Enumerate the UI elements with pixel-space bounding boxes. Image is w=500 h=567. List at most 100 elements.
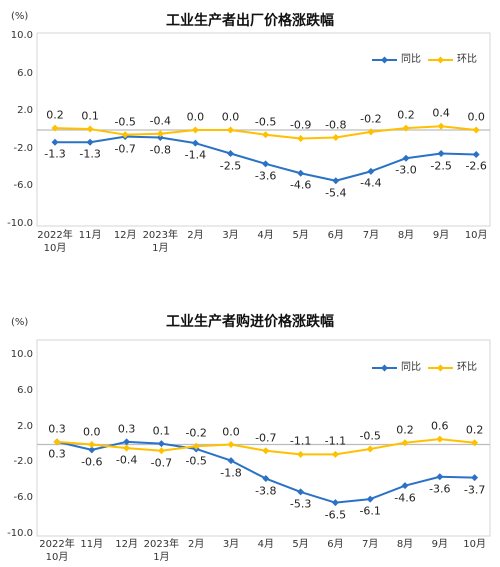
- x-tick-label: 2月: [187, 230, 204, 241]
- yoy-data-label: -1.3: [79, 147, 101, 161]
- yoy-point: [472, 150, 480, 158]
- mom-point: [297, 134, 305, 142]
- legend-yoy-marker: [381, 364, 388, 372]
- mom-data-label: -0.7: [150, 456, 173, 470]
- mom-point: [262, 131, 270, 139]
- mom-data-label: 0.0: [83, 425, 101, 438]
- mom-data-label: -0.5: [114, 115, 136, 129]
- mom-data-label: -0.4: [115, 453, 138, 467]
- mom-data-label: -0.2: [360, 112, 382, 126]
- mom-point: [51, 124, 59, 132]
- x-tick-label: 6月: [327, 230, 344, 241]
- x-tick-label: 11月: [78, 230, 102, 241]
- y-tick-label: 6.0: [17, 67, 33, 79]
- yoy-point: [297, 169, 305, 177]
- chart-title: 工业生产者购进价格涨跌幅: [166, 314, 334, 330]
- yoy-point: [86, 138, 94, 146]
- x-tick-label: 12月: [113, 230, 137, 241]
- yoy-point: [471, 474, 479, 482]
- mom-point: [53, 438, 61, 446]
- legend-mom-marker: [437, 364, 444, 372]
- mom-data-label: 0.0: [221, 110, 240, 124]
- mom-point: [331, 450, 339, 458]
- chart-plot-svg: [36, 32, 491, 227]
- yoy-data-label: -0.6: [81, 455, 103, 469]
- yoy-point: [402, 154, 410, 162]
- yoy-data-label: -4.6: [289, 178, 312, 192]
- yoy-data-label: -6.5: [324, 508, 347, 522]
- mom-point: [366, 445, 374, 453]
- yoy-data-label: 0.3: [48, 447, 66, 461]
- yoy-point: [366, 495, 374, 503]
- mom-data-label: 0.3: [48, 422, 66, 436]
- mom-data-label: -0.5: [359, 429, 381, 443]
- yoy-point: [367, 167, 375, 175]
- y-tick-label: -2.0: [13, 142, 33, 154]
- mom-data-label: -1.1: [324, 434, 347, 448]
- yoy-data-label: -3.6: [254, 169, 277, 183]
- x-tick-label: 11月: [80, 539, 104, 550]
- x-tick-label: 2022年 10月: [37, 230, 73, 254]
- mom-point: [227, 441, 235, 448]
- x-tick-label: 2月: [188, 539, 205, 550]
- x-tick-label: 10月: [463, 539, 486, 550]
- yoy-point: [88, 446, 96, 454]
- mom-point: [436, 435, 444, 443]
- legend-mom-label: 环比: [457, 362, 477, 373]
- mom-data-label: -0.5: [254, 115, 277, 129]
- chart-plot-svg: [36, 339, 491, 537]
- mom-data-label: 0.2: [396, 423, 414, 437]
- x-tick-label: 8月: [397, 230, 415, 241]
- y-tick-label: -2.0: [13, 456, 33, 468]
- mom-point: [191, 126, 199, 134]
- yoy-data-label: -4.4: [360, 176, 382, 190]
- mom-data-label: -0.9: [289, 118, 312, 132]
- x-tick-label: 5月: [292, 539, 309, 550]
- yoy-data-label: -0.8: [149, 143, 172, 157]
- x-tick-label: 9月: [432, 230, 450, 241]
- legend-mom-marker: [437, 56, 444, 64]
- yoy-point: [331, 499, 339, 507]
- mom-point: [123, 444, 131, 452]
- y-tick-label: -6.0: [13, 492, 33, 504]
- yoy-point: [332, 177, 340, 185]
- x-tick-label: 3月: [222, 539, 240, 550]
- mom-point: [472, 126, 480, 134]
- yoy-point: [123, 438, 131, 446]
- mom-data-label: 0.6: [431, 419, 449, 433]
- legend-yoy-marker: [381, 56, 388, 64]
- y-tick-label: -10.0: [7, 218, 33, 229]
- yoy-point: [262, 160, 270, 168]
- mom-point: [402, 124, 410, 132]
- yoy-data-label: -3.0: [395, 163, 417, 177]
- plot-frame: [36, 339, 491, 537]
- yoy-point: [262, 475, 270, 483]
- chart-output-price: (%) 工业生产者出厂价格涨跌幅 10.0 6.0 2.0 -2.0 -6.0 -10.0…: [0, 0, 500, 283]
- mom-data-label: 0.0: [186, 110, 205, 124]
- yoy-point: [157, 440, 165, 448]
- x-tick-label: 5月: [292, 230, 309, 241]
- yoy-data-label: -2.6: [465, 159, 487, 173]
- yoy-point: [191, 139, 199, 147]
- mom-data-label: -0.2: [185, 426, 207, 440]
- x-tick-label: 7月: [362, 230, 380, 241]
- x-tick-label: 10月: [464, 230, 488, 241]
- yoy-point: [51, 138, 59, 146]
- y-tick-label: 6.0: [17, 384, 33, 396]
- mom-data-label: -1.1: [289, 434, 312, 448]
- yoy-point: [227, 457, 235, 465]
- legend-yoy-label: 同比: [401, 54, 421, 65]
- mom-point: [156, 130, 164, 138]
- mom-data-label: -0.4: [149, 114, 172, 128]
- legend-yoy-label: 同比: [401, 362, 421, 373]
- yoy-data-label: -1.8: [220, 466, 242, 480]
- mom-point: [227, 126, 234, 134]
- mom-data-label: -0.7: [255, 431, 277, 445]
- mom-data-label: 0.2: [465, 423, 484, 437]
- yoy-data-label: -0.7: [114, 142, 136, 156]
- x-tick-label: 7月: [362, 539, 379, 550]
- mom-point: [332, 134, 340, 142]
- yoy-data-label: -1.3: [44, 147, 66, 161]
- yoy-data-label: 0.1: [152, 424, 171, 438]
- mom-data-label: -0.8: [325, 118, 347, 132]
